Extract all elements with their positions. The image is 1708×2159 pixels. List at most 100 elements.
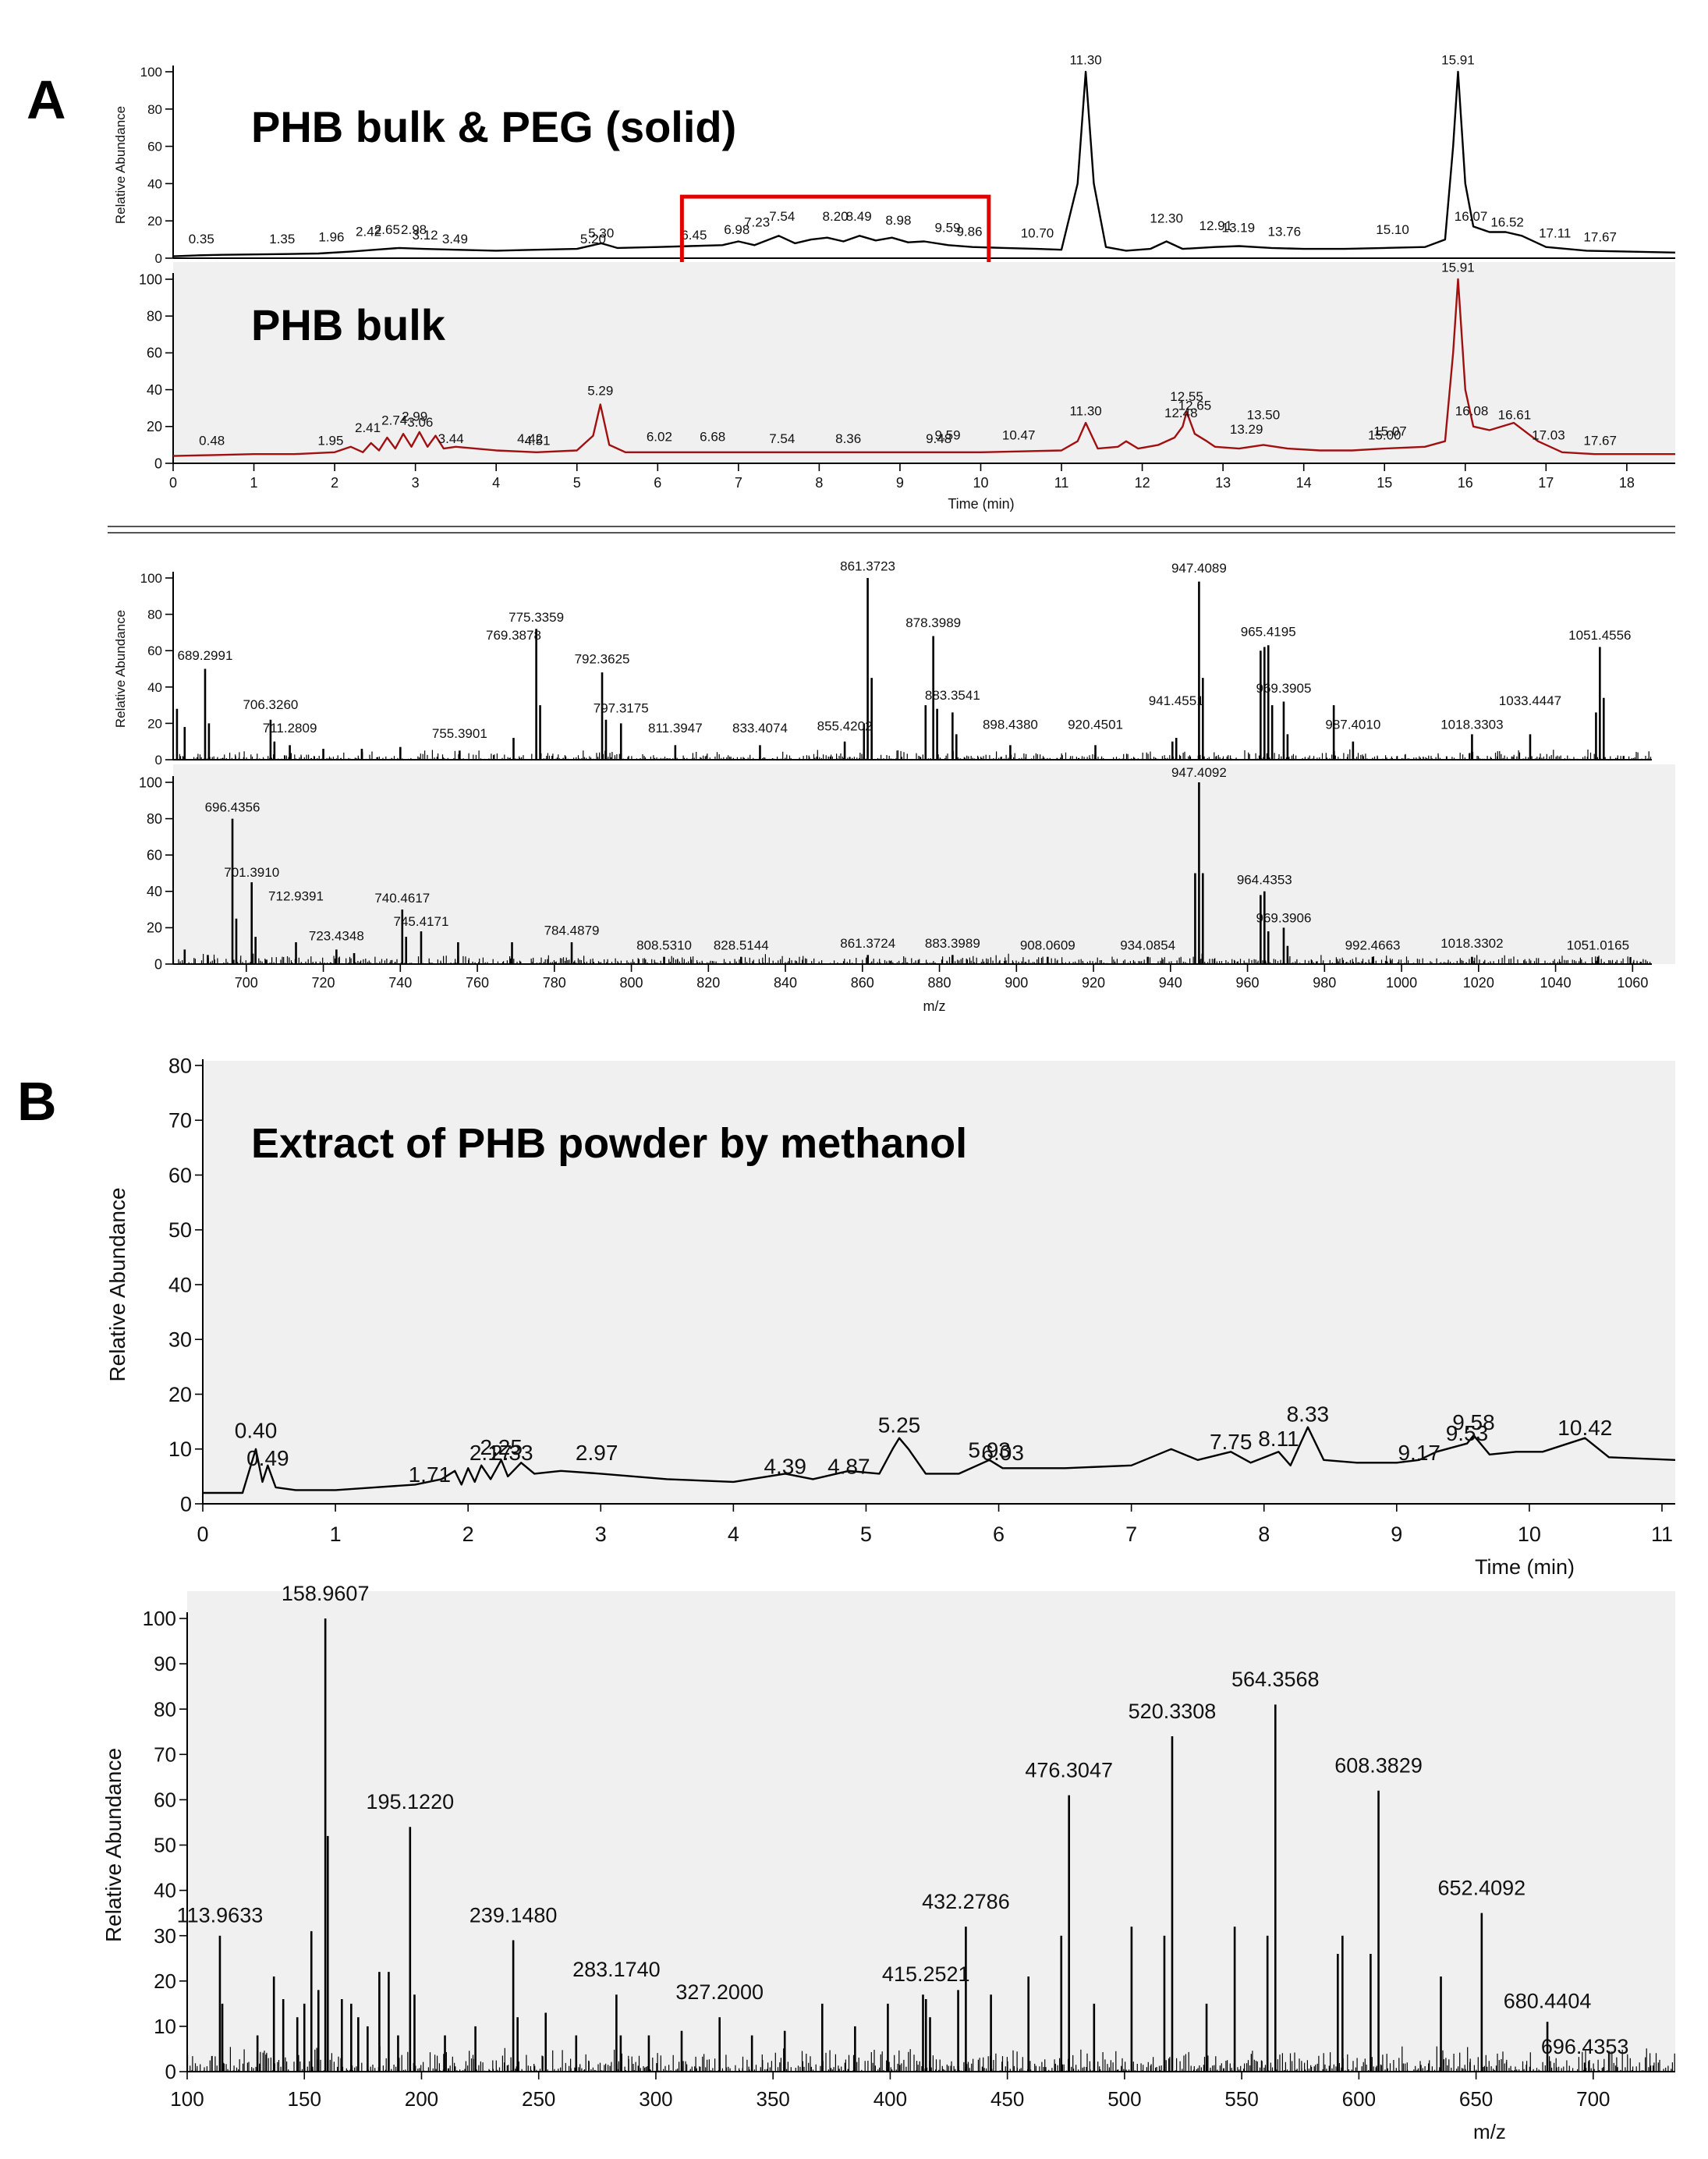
peak-label: 11.30 bbox=[1069, 404, 1101, 419]
x-tick-label: 800 bbox=[620, 975, 643, 991]
x-tick-label: 16 bbox=[1458, 475, 1473, 491]
peak-label: 4.39 bbox=[764, 1454, 806, 1478]
peak-label: 689.2991 bbox=[178, 648, 233, 663]
peak-label: 701.3910 bbox=[224, 865, 279, 880]
x-tick-label: 720 bbox=[312, 975, 335, 991]
x-tick-label: 100 bbox=[170, 2087, 204, 2111]
x-tick-label: 8 bbox=[1258, 1523, 1270, 1546]
peak-label: 1.96 bbox=[318, 229, 344, 244]
peak-label: 0.40 bbox=[235, 1419, 278, 1443]
peak-label: 158.9607 bbox=[282, 1582, 370, 1605]
y-tick-label: 40 bbox=[154, 1879, 176, 1902]
x-tick-label: 10 bbox=[1518, 1523, 1541, 1546]
x-tick-label: 920 bbox=[1082, 975, 1105, 991]
x-tick-label: 860 bbox=[851, 975, 874, 991]
peak-label: 696.4356 bbox=[205, 799, 260, 814]
y-tick-label: 60 bbox=[147, 643, 162, 658]
peak-label: 8.98 bbox=[885, 213, 911, 228]
peak-label: 15.91 bbox=[1441, 52, 1475, 67]
peak-label: 5.20 bbox=[580, 232, 606, 246]
y-tick-label: 20 bbox=[147, 419, 162, 434]
spectrum-noise bbox=[172, 953, 1651, 964]
y-tick-label: 80 bbox=[168, 1054, 192, 1077]
x-tick-label: 4 bbox=[728, 1523, 739, 1546]
peak-label: 9.59 bbox=[934, 427, 960, 442]
peak-label: 4.42 bbox=[517, 431, 543, 446]
peak-label: 941.4551 bbox=[1149, 693, 1204, 708]
peak-label: 1.35 bbox=[269, 232, 295, 246]
y-tick-label: 20 bbox=[147, 920, 162, 936]
x-tick-label: 250 bbox=[522, 2087, 555, 2111]
peak-label: 0.49 bbox=[246, 1446, 289, 1470]
y-tick-label: 50 bbox=[154, 1834, 176, 1857]
peak-label: 12.30 bbox=[1150, 211, 1183, 226]
x-tick-label: 400 bbox=[873, 2087, 907, 2111]
y-tick-label: 0 bbox=[155, 251, 162, 266]
peak-label: 861.3723 bbox=[840, 559, 895, 574]
peak-label: 608.3829 bbox=[1334, 1754, 1423, 1778]
peak-label: 992.4663 bbox=[1345, 938, 1401, 952]
x-tick-label: 2 bbox=[331, 475, 338, 491]
x-tick-label: 840 bbox=[774, 975, 797, 991]
peak-label: 797.3175 bbox=[594, 700, 649, 715]
peak-label: 2.99 bbox=[402, 409, 427, 424]
peak-label: 15.00 bbox=[1368, 427, 1401, 442]
y-tick-label: 40 bbox=[147, 176, 162, 191]
y-tick-label: 60 bbox=[168, 1164, 192, 1187]
peak-label: 2.65 bbox=[374, 222, 400, 237]
y-tick-label: 100 bbox=[139, 271, 162, 287]
y-tick-label: 30 bbox=[154, 1924, 176, 1948]
peak-label: 283.1740 bbox=[572, 1958, 661, 1981]
x-tick-label: 7 bbox=[735, 475, 742, 491]
peak-label: 13.19 bbox=[1222, 221, 1256, 236]
peak-label: 3.06 bbox=[407, 415, 433, 430]
y-tick-label: 80 bbox=[147, 102, 162, 117]
y-tick-label: 10 bbox=[168, 1438, 192, 1461]
peak-label: 811.3947 bbox=[648, 721, 703, 736]
peak-label: 2.97 bbox=[576, 1441, 618, 1465]
x-tick-label: 7 bbox=[1125, 1523, 1137, 1546]
peak-label: 113.9633 bbox=[177, 1903, 264, 1927]
peak-label: 5.25 bbox=[878, 1413, 921, 1438]
x-tick-label: 1040 bbox=[1540, 975, 1572, 991]
x-tick-label: 650 bbox=[1459, 2087, 1493, 2111]
peak-label: 7.54 bbox=[769, 209, 795, 224]
peak-label: 17.11 bbox=[1539, 226, 1571, 241]
spectrum-noise bbox=[172, 749, 1652, 760]
peak-label: 652.4092 bbox=[1438, 1876, 1526, 1899]
peak-label: 476.3047 bbox=[1025, 1758, 1113, 1781]
peak-label: 898.4380 bbox=[983, 717, 1038, 732]
peak-label: 3.12 bbox=[413, 228, 438, 243]
peak-label: 15.07 bbox=[1373, 424, 1407, 439]
peak-label: 723.4348 bbox=[309, 929, 364, 944]
x-tick-label: 500 bbox=[1107, 2087, 1141, 2111]
peak-label: 6.68 bbox=[700, 430, 725, 445]
peak-label: 808.5310 bbox=[636, 938, 692, 952]
x-tick-label: 11 bbox=[1054, 475, 1069, 491]
peak-label: 5.29 bbox=[587, 384, 613, 399]
series-line bbox=[172, 70, 1676, 257]
x-tick-label: 300 bbox=[639, 2087, 672, 2111]
peak-label: 9.59 bbox=[934, 221, 960, 236]
peak-label: 11.30 bbox=[1069, 52, 1101, 67]
peak-label: 2.17 bbox=[470, 1441, 512, 1465]
x-tick-label: 740 bbox=[388, 975, 412, 991]
y-tick-label: 80 bbox=[147, 811, 162, 827]
peak-label: 9.48 bbox=[926, 431, 951, 446]
y-tick-label: 90 bbox=[154, 1652, 176, 1675]
x-tick-label: 700 bbox=[235, 975, 258, 991]
peak-label: 1018.3302 bbox=[1440, 936, 1503, 951]
peak-label: 15.10 bbox=[1376, 222, 1409, 237]
peak-label: 12.48 bbox=[1164, 406, 1198, 420]
x-tick-label: 940 bbox=[1159, 975, 1182, 991]
y-tick-label: 10 bbox=[154, 2015, 176, 2038]
y-tick-label: 0 bbox=[180, 1492, 192, 1516]
x-tick-label: 15 bbox=[1377, 475, 1392, 491]
x-tick-label: 11 bbox=[1651, 1523, 1673, 1546]
peak-label: 3.49 bbox=[442, 232, 468, 246]
x-tick-label: 4 bbox=[492, 475, 500, 491]
peak-label: 415.2521 bbox=[882, 1962, 970, 1986]
peak-label: 755.3901 bbox=[432, 726, 487, 741]
x-tick-label: 1 bbox=[250, 475, 258, 491]
